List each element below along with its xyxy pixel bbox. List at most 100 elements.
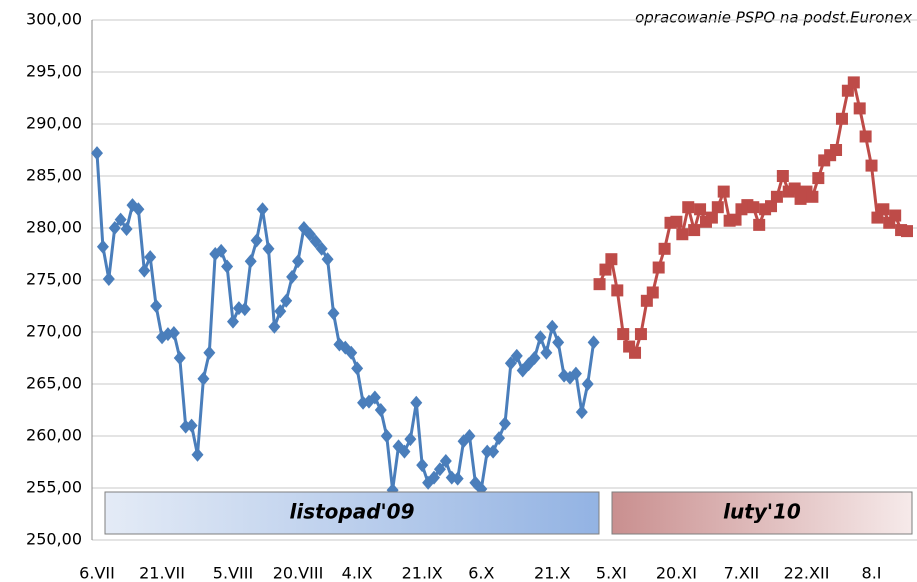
point bbox=[215, 243, 228, 258]
point bbox=[262, 241, 275, 256]
point bbox=[770, 190, 783, 203]
point bbox=[587, 335, 600, 350]
point bbox=[694, 203, 707, 216]
point bbox=[404, 432, 417, 447]
point bbox=[280, 293, 293, 308]
point bbox=[877, 203, 890, 216]
point bbox=[226, 314, 239, 329]
x-tick-label: 7.XII bbox=[724, 564, 760, 582]
point bbox=[711, 201, 724, 214]
x-tick-label: 21.VII bbox=[139, 564, 185, 582]
point bbox=[830, 144, 843, 156]
point bbox=[753, 218, 766, 231]
point bbox=[705, 211, 718, 224]
point bbox=[410, 395, 423, 410]
x-tick-label: 8.I bbox=[862, 564, 882, 582]
point bbox=[351, 361, 364, 376]
source-note: opracowanie PSPO na podst.Euronex bbox=[635, 9, 912, 27]
point bbox=[806, 190, 819, 203]
point bbox=[120, 222, 133, 237]
y-tick-label: 280,00 bbox=[26, 218, 82, 237]
y-tick-label: 295,00 bbox=[26, 62, 82, 81]
point bbox=[368, 390, 381, 405]
point bbox=[315, 241, 328, 256]
point bbox=[144, 250, 157, 265]
y-tick-label: 250,00 bbox=[26, 530, 82, 549]
point bbox=[670, 215, 683, 228]
point bbox=[747, 201, 760, 214]
period-label: luty'10 bbox=[723, 500, 801, 524]
point bbox=[345, 345, 358, 360]
point bbox=[629, 346, 642, 359]
y-tick-label: 265,00 bbox=[26, 374, 82, 393]
point bbox=[569, 366, 582, 381]
point bbox=[303, 227, 316, 242]
point bbox=[853, 102, 866, 115]
point bbox=[652, 261, 665, 274]
x-tick-label: 4.IX bbox=[342, 564, 373, 582]
point bbox=[688, 224, 701, 237]
point bbox=[634, 328, 647, 341]
point bbox=[451, 471, 464, 486]
y-tick-label: 300,00 bbox=[26, 10, 82, 29]
y-tick-label: 275,00 bbox=[26, 270, 82, 289]
point bbox=[498, 416, 511, 431]
x-tick-label: 21.IX bbox=[402, 564, 443, 582]
y-tick-label: 260,00 bbox=[26, 426, 82, 445]
point bbox=[114, 212, 127, 227]
point bbox=[575, 405, 588, 420]
point bbox=[173, 351, 186, 365]
point bbox=[646, 286, 659, 299]
y-tick-label: 290,00 bbox=[26, 114, 82, 133]
point bbox=[268, 319, 281, 334]
point bbox=[611, 284, 624, 297]
series-line bbox=[598, 78, 908, 356]
point bbox=[546, 319, 559, 334]
point bbox=[132, 202, 145, 217]
point bbox=[658, 242, 671, 255]
period-label: listopad'09 bbox=[290, 500, 415, 524]
point bbox=[901, 225, 913, 238]
point bbox=[428, 470, 441, 485]
x-tick-label: 6.X bbox=[468, 564, 494, 582]
point bbox=[197, 371, 210, 386]
x-tick-label: 5.XI bbox=[596, 564, 627, 582]
period-box bbox=[104, 491, 600, 535]
point bbox=[321, 252, 334, 267]
x-tick-label: 22.XII bbox=[784, 564, 830, 582]
point bbox=[327, 306, 340, 321]
point bbox=[274, 304, 287, 319]
point bbox=[167, 326, 180, 341]
point bbox=[676, 228, 689, 241]
point bbox=[398, 444, 411, 459]
point bbox=[788, 182, 801, 195]
point bbox=[439, 453, 452, 468]
point bbox=[238, 302, 251, 317]
point bbox=[108, 221, 121, 235]
point bbox=[309, 234, 322, 249]
point bbox=[292, 254, 305, 269]
point bbox=[859, 130, 872, 143]
x-tick-label: 21.X bbox=[534, 564, 570, 582]
point bbox=[729, 213, 742, 226]
point bbox=[244, 254, 257, 269]
point bbox=[776, 170, 789, 182]
y-tick-label: 270,00 bbox=[26, 322, 82, 341]
point bbox=[510, 348, 523, 363]
period-box bbox=[611, 491, 913, 535]
point bbox=[717, 185, 730, 198]
point bbox=[91, 146, 103, 161]
point bbox=[682, 201, 695, 214]
series-line bbox=[95, 153, 596, 493]
y-tick-label: 285,00 bbox=[26, 166, 82, 185]
point bbox=[433, 462, 446, 477]
point bbox=[889, 209, 902, 222]
point bbox=[528, 351, 541, 365]
x-tick-label: 20.VIII bbox=[273, 564, 324, 582]
x-tick-label: 5.VIII bbox=[213, 564, 253, 582]
point bbox=[534, 330, 547, 345]
point bbox=[581, 377, 594, 391]
point bbox=[605, 253, 618, 266]
point bbox=[493, 431, 506, 446]
